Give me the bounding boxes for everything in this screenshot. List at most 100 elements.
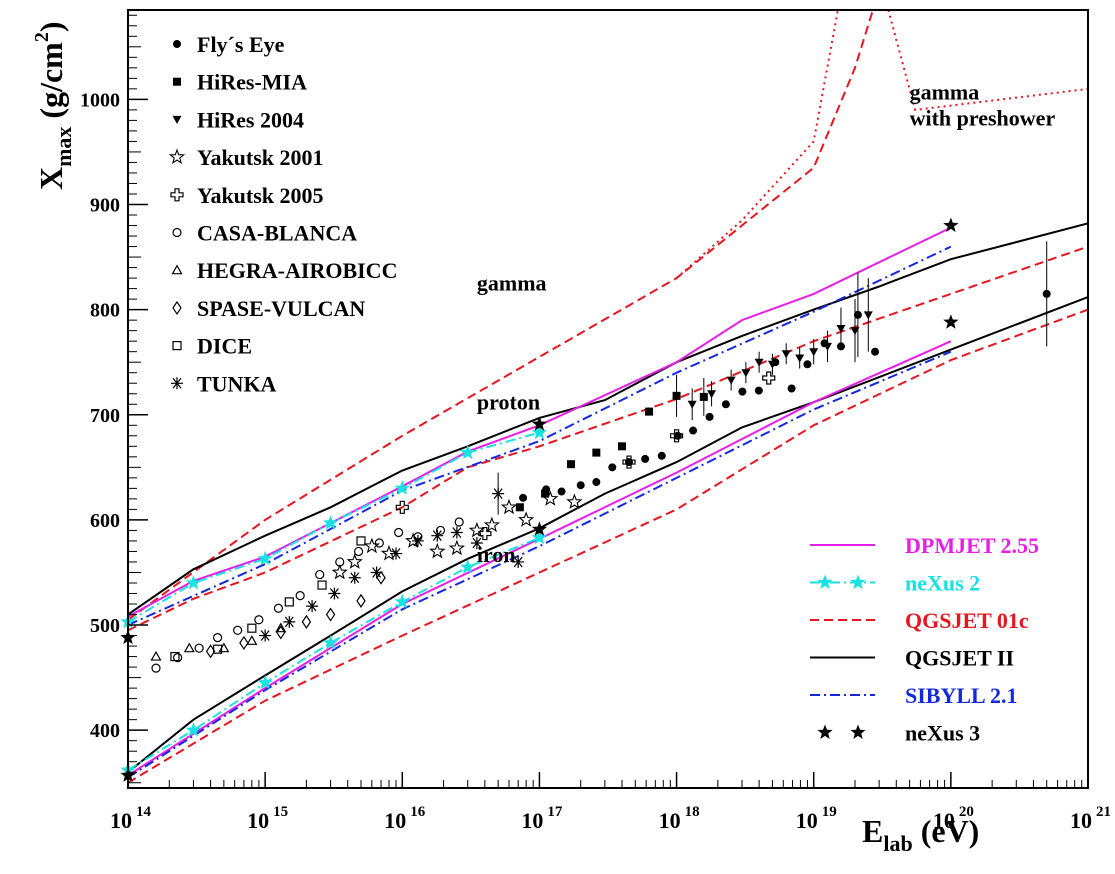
y-tick-label: 400 [90,720,120,742]
y-axis-title-sup: 2 [31,32,53,42]
y-tick-label: 700 [90,405,120,427]
x-tick-label: 10 16 [384,804,426,833]
fly-s-eye-point [641,454,650,463]
hires-2004-point [809,348,819,357]
fly-s-eye-point [557,487,566,496]
tunka-point [328,587,341,600]
nexus-3-iron-point [531,521,547,536]
legend-label: HiRes-MIA [197,70,307,95]
y-axis-title-main: X [33,167,69,190]
legend-star-nexus-2 [817,574,833,589]
nexus-2-proton-point [323,515,339,530]
hires-mia-point [567,460,576,469]
qgsjet-01c-gamma-with-preshower-curve [675,10,839,279]
legend-marker-tunka [171,377,183,390]
fly-s-eye-point [738,387,747,396]
legend-star-nexus-3 [817,724,833,739]
dice-point [212,644,223,654]
yakutsk-2001-point [483,516,500,533]
nexus-2-iron-point [531,529,547,545]
yakutsk-2001-point [429,542,446,559]
curve-annotation: iron [477,542,516,567]
fly-s-eye-point [519,493,528,502]
tunka-point [259,629,272,642]
axis-ticks: 10 14 10 15 10 16 10 17 10 18 10 19 10 20 10 21 400 500 60… [80,14,1111,833]
fly-s-eye-point [592,478,601,487]
qgsjet-01c-gamma-with-preshower-curve [887,10,1088,111]
fly-s-eye-point [1042,289,1051,298]
curve-annotation: proton [477,390,540,415]
yakutsk-2005-point [762,371,776,385]
dice-point [247,623,257,633]
yakutsk-2001-point [518,511,535,527]
plot-frame [127,9,1089,789]
qgsjet-01c-iron-curve [128,308,1088,784]
spase-vulcan-point [276,625,286,640]
hegra-airobicc-point [246,635,258,645]
sibyll-2-1-proton-curve [128,245,952,626]
fly-s-eye-point [657,451,666,460]
casa-blanca-point [273,603,284,613]
curve-annotation: gamma [910,79,980,104]
fly-s-eye-point [803,360,812,369]
tunka-point [470,537,483,550]
legend-label: Yakutsk 2001 [197,145,324,170]
legend-marker-fly-s-eye [173,40,181,48]
legend-marker-hires-mia [173,77,181,86]
hires-2004-point [795,354,805,363]
hires-mia-point [617,442,626,451]
fly-s-eye-point [705,412,714,421]
yakutsk-2001-point [363,537,380,554]
nexus-3-proton-point [531,416,547,431]
casa-blanca-point [194,643,204,653]
casa-blanca-point [315,569,325,580]
fly-s-eye-point [787,384,796,393]
yakutsk-2005-point [622,455,636,469]
dice-point [170,651,180,662]
nexus-3-iron-point [943,314,959,329]
casa-blanca-point [394,527,404,538]
y-axis-title-sub: max [51,127,76,167]
x-tick-label: 10 14 [110,804,152,833]
nexus-2-proton-point [257,550,273,566]
dice-point [317,580,327,590]
hires-2004-point [687,400,697,409]
hegra-airobicc-point [183,642,195,653]
nexus-2-iron-point [257,674,273,690]
hires-2004-point [863,311,873,320]
nexus-2-iron-point [323,634,339,650]
hires-2004-point [741,369,751,378]
x-tick-label: 10 17 [521,804,563,833]
model-legend: DPMJET 2.55 neXus 2 QGSJET 01c QGSJET II SIB… [810,533,1039,746]
yakutsk-2005-point [669,429,684,443]
dice-point [356,536,366,546]
legend-star-nexus-2 [850,574,866,589]
x-tick-label: 10 21 [1070,804,1111,833]
casa-blanca-point [353,546,364,557]
yakutsk-2001-point [468,521,486,538]
nexus-2-proton-point [460,444,476,460]
x-tick-label: 10 15 [247,804,288,833]
hires-2004-point [726,376,736,385]
casa-blanca-point [374,538,384,548]
nexus-2-iron-point [185,722,201,737]
hires-2004-point [767,360,777,369]
tunka-point [390,547,403,560]
qgsjet-01c-proton-curve [128,245,1088,632]
nexus-2-proton-point [185,575,201,590]
legend-marker-yakutsk-2001 [168,148,186,165]
x-axis-title-unit: (eV) [921,813,980,849]
spase-vulcan-point [376,570,386,585]
fly-s-eye-point [754,386,763,395]
y-axis-title-unit: (g/cm [33,42,69,119]
yakutsk-2005-point [395,500,409,514]
hegra-airobicc-point [150,650,162,661]
tunka-point [450,526,463,539]
x-axis-title-main: E [862,813,883,849]
legend-marker-yakutsk-2005 [170,188,184,202]
x-tick-label: 10 19 [796,804,837,833]
hires-mia-point [541,489,550,498]
legend-marker-casa-blanca [172,227,182,238]
legend-label: Yakutsk 2005 [197,183,324,208]
